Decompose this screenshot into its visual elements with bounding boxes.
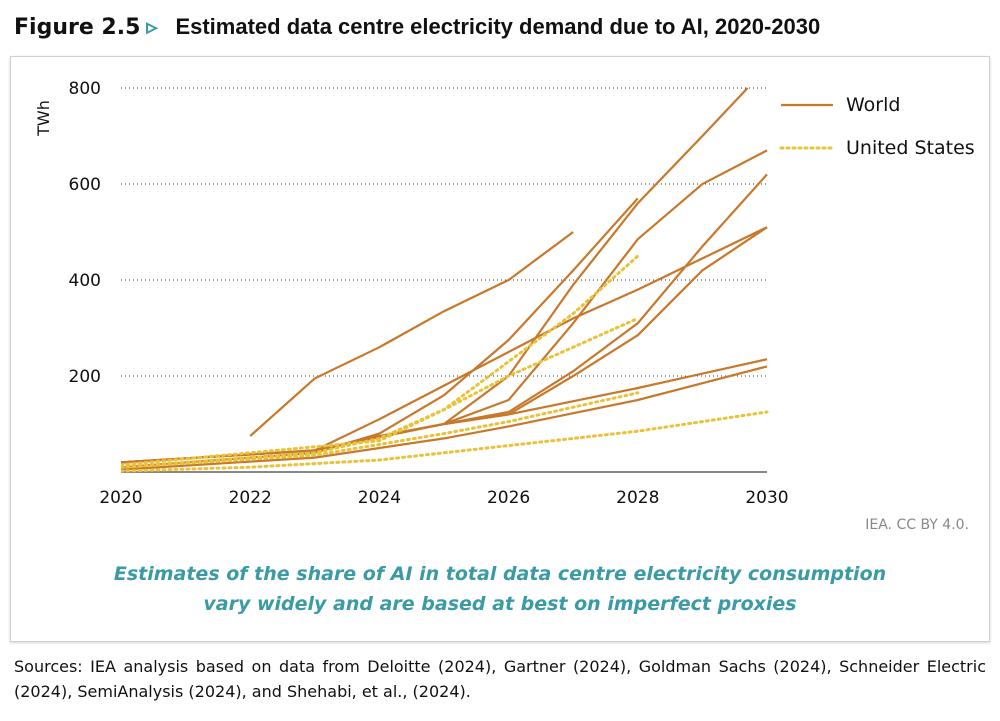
figure-number: Figure 2.5: [14, 15, 141, 40]
x-tick-label: 2020: [99, 488, 142, 508]
chart-panel: 200 400 600 800 2020 2022 2024 2026 2028 2030 TWh W…: [10, 56, 990, 642]
line-chart: 200 400 600 800 2020 2022 2024 2026 2028 2030 TWh W…: [34, 79, 975, 508]
world-series-line: [121, 358, 768, 464]
title-text: Estimated data centre electricity demand…: [175, 14, 821, 39]
y-tick-label: 200: [69, 367, 101, 387]
world-series-line: [121, 226, 768, 464]
sources-note: Sources: IEA analysis based on data from…: [14, 657, 986, 701]
x-tick-label: 2024: [358, 488, 401, 508]
us-series-line: [121, 391, 640, 469]
y-axis-label: TWh: [34, 100, 53, 137]
world-series-line: [121, 197, 639, 469]
us-series-line: [121, 316, 640, 467]
credit: IEA. CC BY 4.0.: [865, 517, 969, 533]
y-tick-label: 400: [69, 271, 101, 291]
x-tick-label: 2022: [229, 488, 272, 508]
figure-title: Figure 2.5 ▹ Estimated data centre electri…: [14, 14, 820, 40]
chart-subtitle: Estimates of the share of AI in total da…: [11, 559, 989, 619]
legend-label: United States: [846, 137, 975, 159]
world-series-line: [249, 231, 574, 437]
us-series-line: [121, 410, 769, 473]
x-tick-label: 2030: [745, 488, 788, 508]
y-tick-label: 600: [69, 175, 101, 195]
x-tick-label: 2028: [616, 488, 659, 508]
subtitle-line: vary widely and are based at best on imp…: [203, 593, 797, 615]
subtitle-line: Estimates of the share of AI in total da…: [113, 563, 887, 585]
arrow-icon: ▹: [146, 14, 158, 39]
y-tick-label: 800: [69, 79, 101, 99]
x-tick-label: 2026: [487, 488, 530, 508]
world-series-line: [443, 173, 768, 426]
legend-label: World: [846, 94, 900, 116]
world-series-line: [121, 87, 749, 464]
world-series-line: [121, 365, 768, 471]
world-series-line: [443, 149, 768, 426]
